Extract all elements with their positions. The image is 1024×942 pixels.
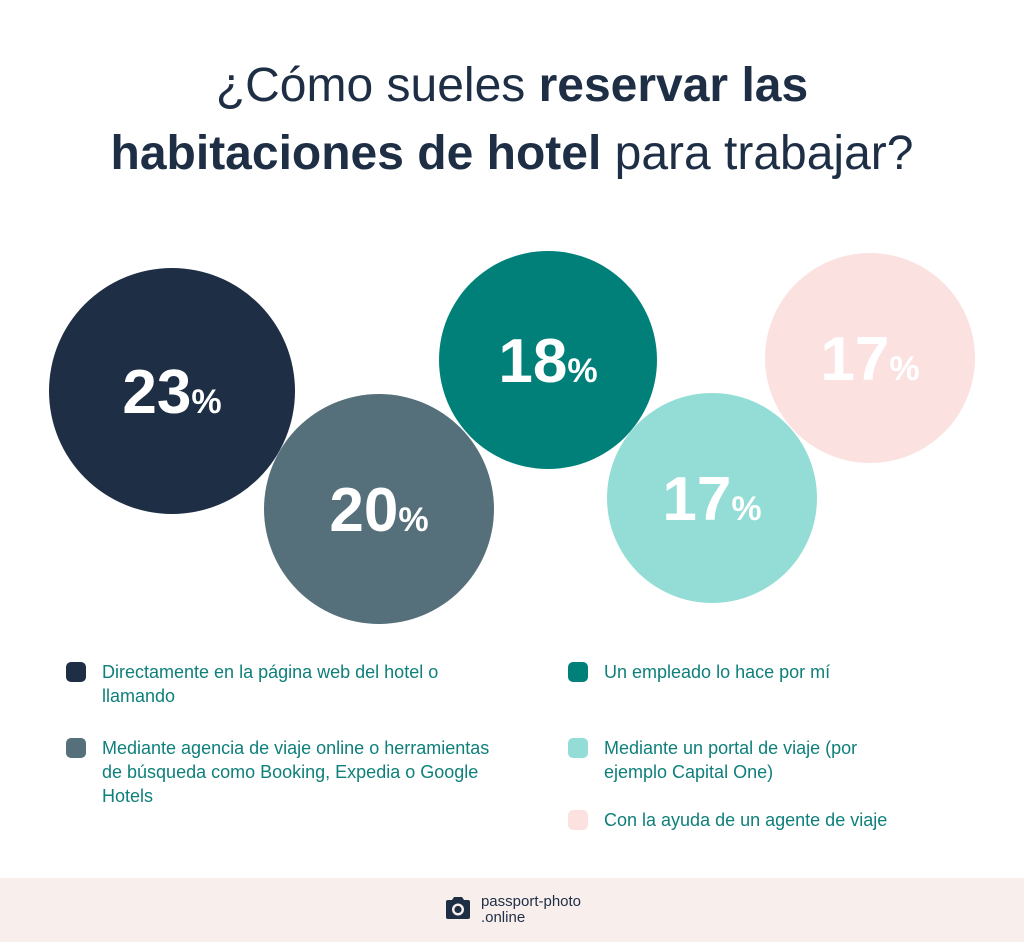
brand-logo[interactable]: passport-photo .online	[443, 894, 581, 926]
bubble-0	[49, 268, 295, 514]
title-line-1: ¿Cómo sueles reservar las	[215, 59, 809, 112]
chart-title: ¿Cómo sueles reservar las habitaciones d…	[0, 52, 1024, 188]
logo-line-2: .online	[480, 909, 526, 926]
legend-item-3: Mediante un portal de viaje (por ejemplo…	[568, 736, 924, 784]
legend-swatch	[66, 662, 86, 682]
bubble-value-0: 23%	[122, 358, 221, 427]
legend-item-2: Un empleado lo hace por mí	[568, 660, 964, 684]
logo-text: passport-photo .online	[481, 894, 581, 926]
logo-line-1: passport-photo	[480, 893, 582, 910]
bubble-value-2: 18%	[498, 327, 597, 396]
bubble-4	[765, 253, 975, 463]
legend-swatch	[66, 738, 86, 758]
title-line-2: habitaciones de hotel para trabajar?	[110, 127, 914, 180]
bubble-chart: 23% 20% 18% 17% 17%	[49, 251, 975, 624]
camera-icon	[443, 895, 473, 926]
legend-item-0: Directamente en la página web del hotel …	[66, 660, 512, 708]
bubble-value-3: 17%	[662, 465, 761, 534]
legend-label: Un empleado lo hace por mí	[604, 662, 831, 682]
legend-label: Mediante agencia de viaje online o herra…	[102, 738, 490, 806]
legend-item-1: Mediante agencia de viaje online o herra…	[66, 736, 512, 808]
bubble-3	[607, 393, 817, 603]
legend-label: Con la ayuda de un agente de viaje	[604, 810, 888, 830]
legend-label: Directamente en la página web del hotel …	[102, 662, 439, 706]
bubble-1	[264, 394, 494, 624]
legend-item-4: Con la ayuda de un agente de viaje	[568, 808, 984, 832]
bubble-value-1: 20%	[329, 476, 428, 545]
bubble-2	[439, 251, 657, 469]
legend-label: Mediante un portal de viaje (por ejemplo…	[604, 738, 858, 782]
footer: passport-photo .online	[0, 878, 1024, 942]
legend-swatch	[568, 738, 588, 758]
bubble-value-4: 17%	[820, 325, 919, 394]
legend-swatch	[568, 662, 588, 682]
legend-swatch	[568, 810, 588, 830]
